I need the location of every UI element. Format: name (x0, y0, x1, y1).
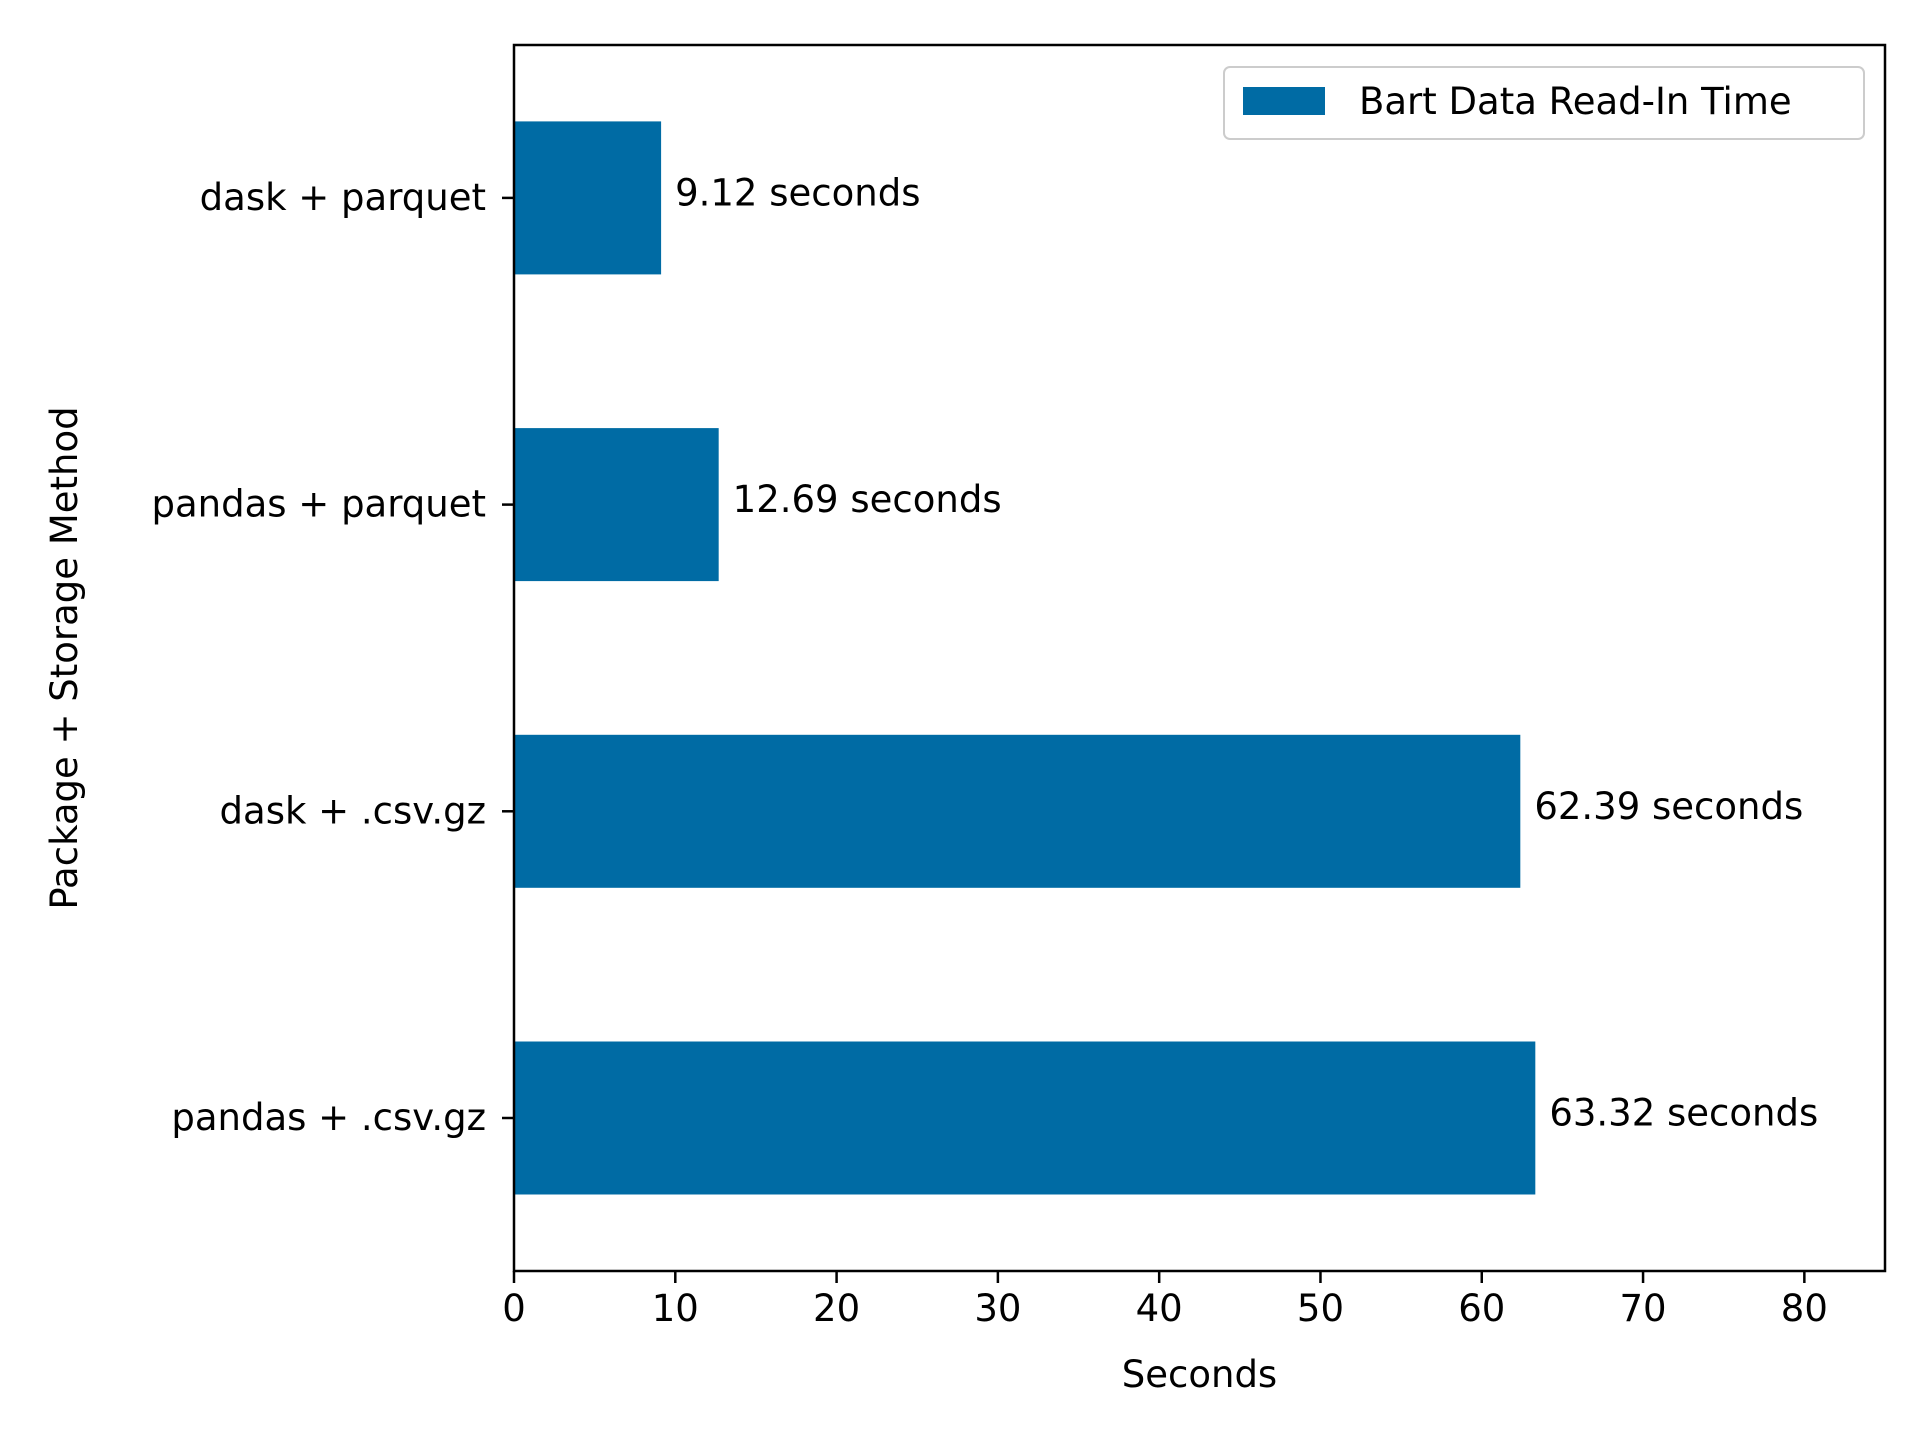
y-tick-label: dask + parquet (200, 176, 486, 219)
legend-label: Bart Data Read-In Time (1359, 80, 1792, 123)
x-tick-label: 50 (1297, 1287, 1344, 1330)
bar-value-label: 63.32 seconds (1549, 1092, 1818, 1135)
bar-pandas-parquet (514, 428, 719, 582)
x-tick-label: 70 (1620, 1287, 1667, 1330)
y-tick-label: dask + .csv.gz (220, 789, 486, 832)
x-tick-label: 40 (1136, 1287, 1183, 1330)
x-tick-label: 60 (1458, 1287, 1505, 1330)
bars-group: 63.32 seconds 62.39 seconds 12.69 seconds 9… (514, 121, 1818, 1195)
x-axis-label: Seconds (1122, 1353, 1277, 1396)
bar-value-label: 62.39 seconds (1534, 785, 1803, 828)
legend-box (1223, 66, 1865, 140)
legend: Bart Data Read-In Time (1223, 66, 1865, 140)
x-tick-label: 80 (1781, 1287, 1828, 1330)
x-tick-label: 0 (502, 1287, 526, 1330)
y-axis: pandas + .csv.gz dask + .csv.gz pandas + p… (152, 176, 514, 1139)
bar-value-label: 12.69 seconds (733, 478, 1002, 521)
y-tick-label: pandas + .csv.gz (171, 1096, 486, 1139)
y-tick-label: pandas + parquet (152, 483, 487, 526)
bar-pandas-csv-gz (514, 1041, 1536, 1195)
x-tick-label: 10 (652, 1287, 699, 1330)
y-axis-label: Package + Storage Method (43, 406, 86, 909)
legend-swatch (1243, 87, 1325, 115)
bar-value-label: 9.12 seconds (675, 171, 920, 214)
bar-dask-parquet (514, 121, 662, 275)
bar-dask-csv-gz (514, 734, 1521, 888)
x-tick-label: 20 (813, 1287, 860, 1330)
plot-frame (512, 43, 1887, 1273)
x-tick-label: 30 (974, 1287, 1021, 1330)
x-axis: 0 10 20 30 40 50 60 70 80 (502, 1271, 1828, 1330)
